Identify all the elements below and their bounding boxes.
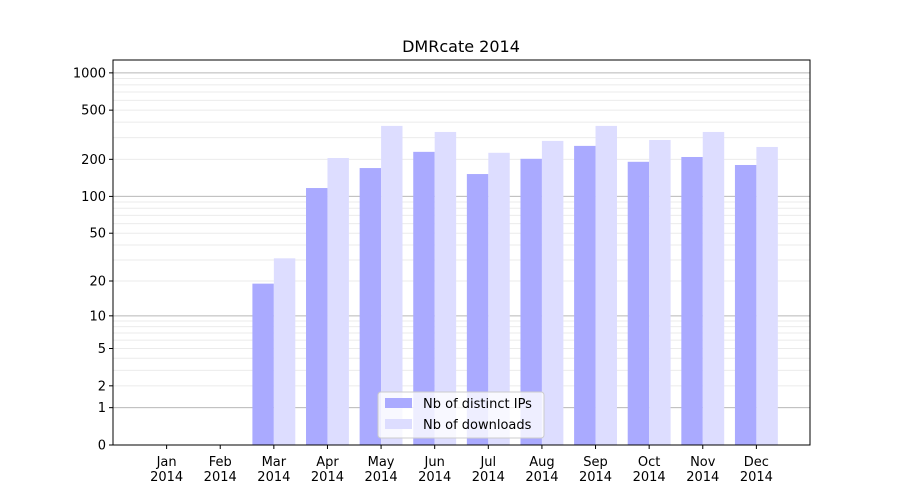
- legend-label-ips: Nb of distinct IPs: [423, 397, 532, 412]
- bar-ips: [466, 174, 489, 445]
- bar-downloads: [488, 152, 510, 446]
- y-tick-label: 1000: [73, 66, 106, 81]
- y-tick-label: 100: [81, 190, 106, 205]
- bar-ips: [734, 164, 757, 445]
- y-tick-label: 2: [98, 379, 106, 394]
- x-tick-label: Apr 2014: [311, 455, 344, 485]
- bar-ips: [359, 168, 382, 446]
- chart-title: DMRcate 2014: [402, 37, 520, 56]
- x-tick-label: Mar 2014: [257, 455, 290, 485]
- y-tick-label: 20: [89, 275, 106, 290]
- x-tick-label: Dec 2014: [740, 455, 773, 485]
- y-tick-label: 10: [89, 309, 106, 324]
- y-tick-label: 200: [81, 153, 106, 168]
- bar-ips: [627, 161, 650, 445]
- legend: Nb of distinct IPs Nb of downloads: [377, 391, 545, 439]
- bar-downloads: [434, 131, 457, 446]
- legend-swatch-ips: [385, 398, 412, 408]
- bar-downloads: [649, 139, 671, 446]
- y-tick-label: 0: [98, 439, 106, 454]
- bar-downloads: [756, 146, 778, 445]
- bar-ips: [681, 156, 703, 445]
- y-tick-label: 500: [81, 104, 106, 119]
- x-tick-label: Aug 2014: [525, 455, 558, 485]
- x-tick-label: Oct 2014: [633, 455, 666, 485]
- bar-downloads: [327, 158, 349, 445]
- y-tick-label: 1: [98, 401, 106, 416]
- legend-label-downloads: Nb of downloads: [423, 418, 532, 433]
- x-tick-label: Nov 2014: [686, 455, 719, 485]
- x-tick-label: Jul 2014: [472, 455, 505, 485]
- plot-frame: [112, 59, 811, 446]
- x-tick-label: Sep 2014: [579, 455, 612, 485]
- x-tick-label: May 2014: [365, 455, 398, 485]
- bar-downloads: [595, 125, 617, 446]
- x-tick-label: Jan 2014: [150, 455, 183, 485]
- bar-ips: [252, 283, 274, 445]
- bar-ips: [306, 188, 328, 445]
- bar-ips: [413, 151, 435, 445]
- bar-downloads: [273, 258, 296, 445]
- y-tick-label: 50: [89, 227, 106, 242]
- bar-downloads: [702, 131, 725, 446]
- x-tick-label: Feb 2014: [204, 455, 237, 485]
- bar-downloads: [381, 125, 403, 446]
- y-tick-label: 5: [98, 342, 106, 357]
- legend-swatch-downloads: [385, 419, 412, 429]
- bar-downloads: [541, 140, 564, 446]
- legend-box: [377, 391, 545, 439]
- bar-ips: [520, 158, 542, 446]
- x-tick-label: Jun 2014: [418, 455, 451, 485]
- bar-ips: [574, 145, 596, 445]
